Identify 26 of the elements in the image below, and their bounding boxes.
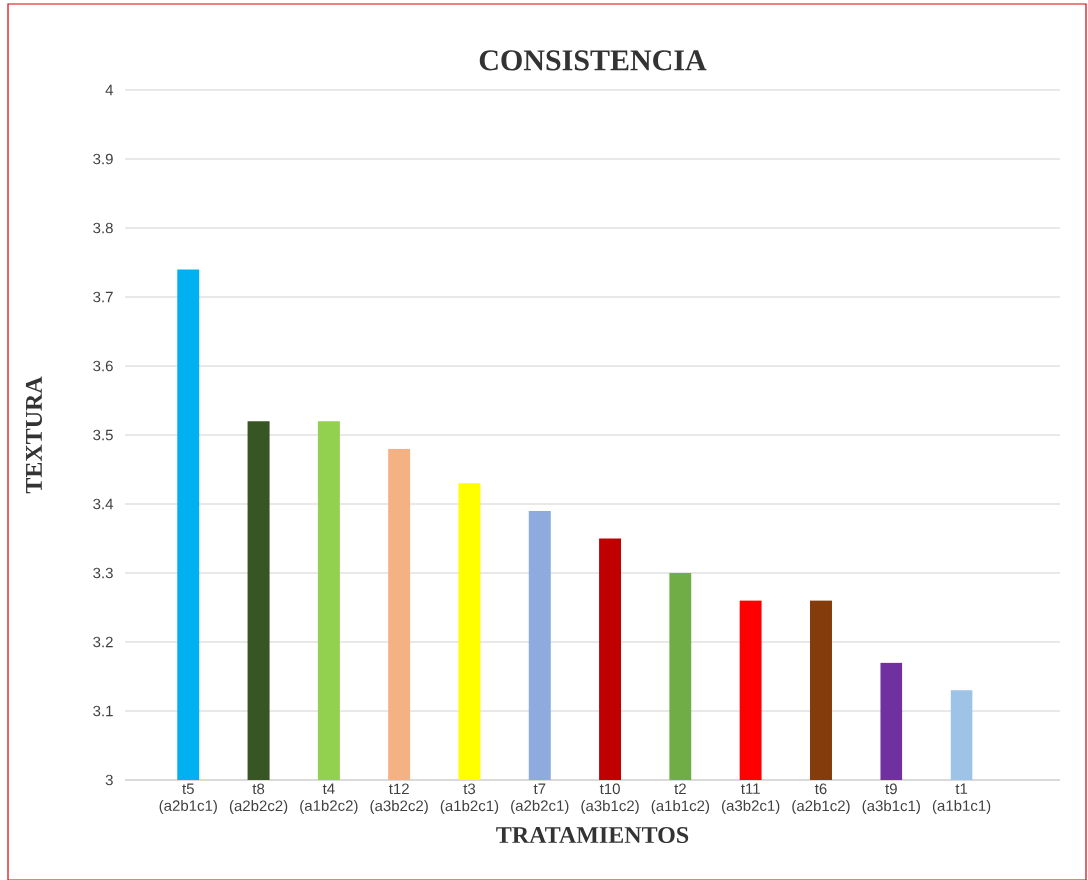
y-tick-label: 3.3 — [93, 567, 113, 579]
y-tick-label: 4 — [105, 84, 114, 96]
y-tick-label: 3.7 — [93, 291, 113, 303]
y-axis-title: TEXTURA — [25, 376, 42, 494]
y-tick-label: 3.5 — [93, 429, 113, 441]
x-tick-label: t3 (a1b2c1) — [440, 783, 499, 815]
x-tick-label: t8 (a2b2c2) — [229, 783, 288, 815]
y-tick-label: 3 — [105, 774, 113, 786]
x-tick-label: t10 (a3b1c2) — [581, 783, 639, 815]
x-tick-label: t12 (a3b2c2) — [370, 783, 428, 815]
x-tick-label: t7 (a2b2c1) — [511, 783, 569, 814]
x-axis-title: TRATAMIENTOS — [496, 826, 689, 844]
y-tick-label: 3.9 — [93, 153, 113, 165]
x-tick-label: t4 (a1b2c2) — [300, 783, 358, 814]
x-tick-label: t6 (a2b1c2) — [792, 783, 850, 815]
x-tick-label: t1 (a1b1c1) — [932, 783, 991, 814]
y-tick-label: 3.4 — [93, 498, 114, 510]
y-tick-label: 3.8 — [93, 222, 113, 234]
x-tick-label: t11 (a3b2c1) — [722, 783, 780, 814]
y-tick-label: 3.6 — [93, 360, 113, 372]
y-tick-label: 3.1 — [93, 705, 113, 717]
chart-title: CONSISTENCIA — [479, 50, 707, 71]
x-tick-label: t2 (a1b1c2) — [651, 783, 710, 815]
x-tick-label: t9 (a3b1c1) — [862, 783, 920, 815]
x-tick-label: t5 (a2b1c1) — [159, 783, 217, 814]
y-tick-label: 3.2 — [93, 636, 113, 648]
